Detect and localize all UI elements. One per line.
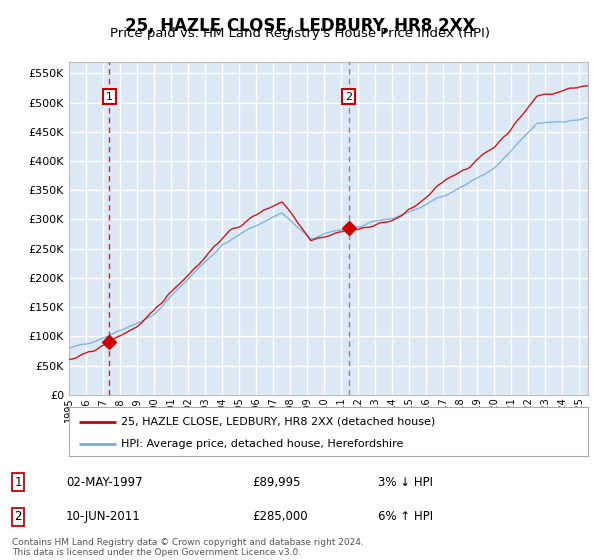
Text: 3% ↓ HPI: 3% ↓ HPI — [378, 475, 433, 489]
Text: 25, HAZLE CLOSE, LEDBURY, HR8 2XX: 25, HAZLE CLOSE, LEDBURY, HR8 2XX — [125, 17, 475, 35]
Text: Contains HM Land Registry data © Crown copyright and database right 2024.
This d: Contains HM Land Registry data © Crown c… — [12, 538, 364, 557]
Text: 1: 1 — [14, 475, 22, 489]
Text: £89,995: £89,995 — [252, 475, 301, 489]
Text: HPI: Average price, detached house, Herefordshire: HPI: Average price, detached house, Here… — [121, 439, 403, 449]
Text: Price paid vs. HM Land Registry's House Price Index (HPI): Price paid vs. HM Land Registry's House … — [110, 27, 490, 40]
Text: 25, HAZLE CLOSE, LEDBURY, HR8 2XX (detached house): 25, HAZLE CLOSE, LEDBURY, HR8 2XX (detac… — [121, 417, 435, 427]
Text: 2: 2 — [345, 92, 352, 101]
Text: 1: 1 — [106, 92, 113, 101]
Text: 02-MAY-1997: 02-MAY-1997 — [66, 475, 143, 489]
Text: 10-JUN-2011: 10-JUN-2011 — [66, 510, 141, 524]
Text: 6% ↑ HPI: 6% ↑ HPI — [378, 510, 433, 524]
Text: £285,000: £285,000 — [252, 510, 308, 524]
Text: 2: 2 — [14, 510, 22, 524]
